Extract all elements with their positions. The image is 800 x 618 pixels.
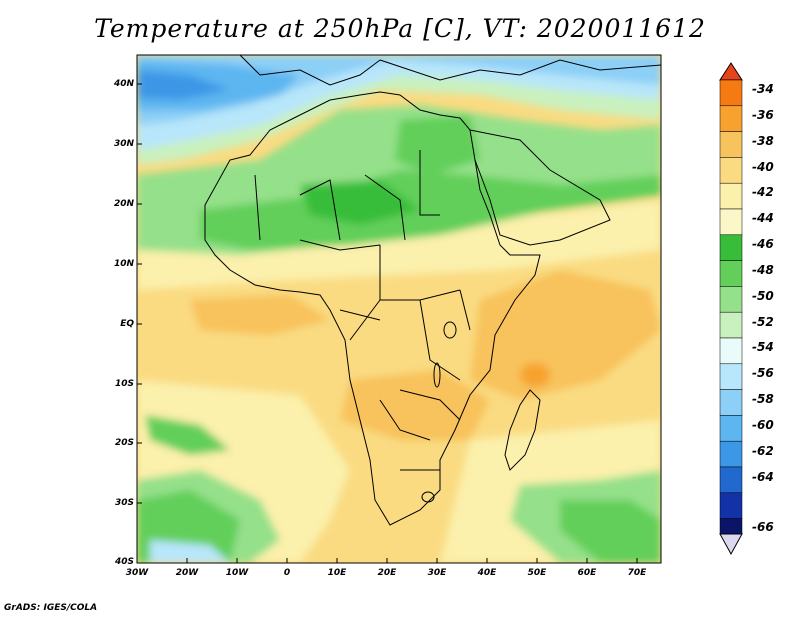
lon-tick-label: 50E (527, 568, 547, 578)
colorbar-label: -58 (752, 392, 774, 406)
lon-tick-label: 30E (427, 568, 447, 578)
map-frame (136, 54, 662, 564)
colorbar-segment (719, 363, 743, 390)
credit-text: GrADS: IGES/COLA (4, 603, 98, 613)
temperature-shading (137, 55, 661, 563)
lon-tick-label: 10W (225, 568, 249, 578)
lon-tick-label: 0 (283, 568, 291, 578)
colorbar-segment (719, 492, 743, 519)
colorbar-label: -42 (752, 185, 774, 199)
colorbar-segment (719, 466, 743, 494)
colorbar-segment (719, 79, 743, 107)
lat-tick-label: 30N (113, 139, 134, 149)
lon-tick-label: 10E (327, 568, 347, 578)
colorbar-label: -48 (752, 263, 774, 277)
colorbar-segment (719, 131, 743, 158)
map-title: Temperature at 250hPa [C], VT: 202001161… (94, 14, 706, 43)
colorbar-segment (719, 260, 743, 287)
colorbar-top-triangle (719, 62, 743, 81)
colorbar-label: -50 (752, 289, 774, 303)
colorbar-label: -44 (752, 211, 774, 225)
lon-tick-label: 60E (577, 568, 597, 578)
axis-ticks (137, 83, 638, 563)
lat-tick-label: 20S (114, 438, 134, 448)
colorbar (719, 62, 743, 556)
colorbar-segment (719, 440, 743, 468)
colorbar-label: -56 (752, 366, 774, 380)
colorbar-label: -66 (752, 520, 774, 534)
colorbar-segment (719, 337, 743, 365)
colorbar-label: -52 (752, 315, 774, 329)
colorbar-label: -38 (752, 134, 774, 148)
colorbar-label: -40 (752, 160, 774, 174)
colorbar-label: -64 (752, 470, 774, 484)
colorbar-segment (719, 234, 743, 261)
lat-tick-label: 40N (113, 79, 134, 89)
lon-tick-label: 30W (125, 568, 149, 578)
colorbar-segment (719, 105, 743, 132)
colorbar-segment (719, 182, 743, 210)
colorbar-segment (719, 415, 743, 442)
coastlines (204, 55, 661, 526)
colorbar-segment (719, 311, 743, 339)
colorbar-label: -60 (752, 418, 774, 432)
lat-tick-label: 10S (114, 379, 134, 389)
lon-tick-label: 20E (377, 568, 397, 578)
colorbar-bottom-triangle (719, 533, 743, 556)
colorbar-label: -62 (752, 444, 774, 458)
lat-tick-label: 10N (113, 259, 134, 269)
lon-tick-label: 70E (627, 568, 647, 578)
lat-tick-label: 20N (113, 199, 134, 209)
colorbar-segment (719, 389, 743, 416)
colorbar-segment (719, 208, 743, 236)
colorbar-segment (719, 286, 743, 313)
colorbar-label: -46 (752, 237, 774, 251)
lat-tick-label: 40S (114, 557, 134, 567)
lon-tick-label: 40E (477, 568, 497, 578)
colorbar-segment (719, 518, 743, 535)
lat-tick-label: EQ (120, 319, 134, 329)
colorbar-label: -54 (752, 340, 774, 354)
lat-tick-label: 30S (114, 498, 134, 508)
colorbar-segment (719, 157, 743, 184)
colorbar-label: -34 (752, 82, 774, 96)
colorbar-label: -36 (752, 108, 774, 122)
lon-tick-label: 20W (175, 568, 199, 578)
